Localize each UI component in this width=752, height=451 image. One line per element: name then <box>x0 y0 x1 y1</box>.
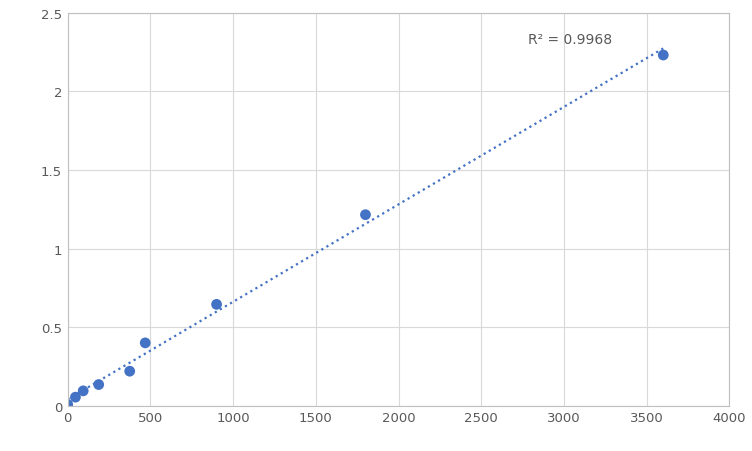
Point <box>69 394 81 401</box>
Point <box>139 340 151 347</box>
Point <box>123 368 135 375</box>
Point <box>92 381 105 388</box>
Point <box>359 212 371 219</box>
Point <box>211 301 223 308</box>
Text: R² = 0.9968: R² = 0.9968 <box>528 33 611 47</box>
Point <box>77 387 89 395</box>
Point <box>657 52 669 60</box>
Point <box>62 401 74 408</box>
